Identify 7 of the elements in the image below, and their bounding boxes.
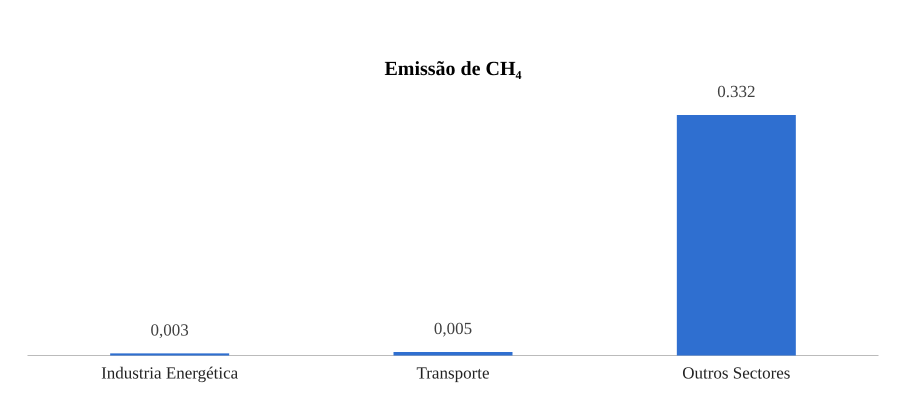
chart-title: Emissão de CH₄: [384, 58, 522, 80]
x-tick-label: Industria Energética: [101, 363, 239, 382]
data-label: 0.332: [717, 82, 756, 102]
x-tick-label: Outros Sectores: [682, 363, 790, 382]
data-label: 0,005: [434, 318, 472, 338]
data-label: 0,003: [150, 320, 189, 340]
x-tick-label: Transporte: [416, 363, 490, 382]
